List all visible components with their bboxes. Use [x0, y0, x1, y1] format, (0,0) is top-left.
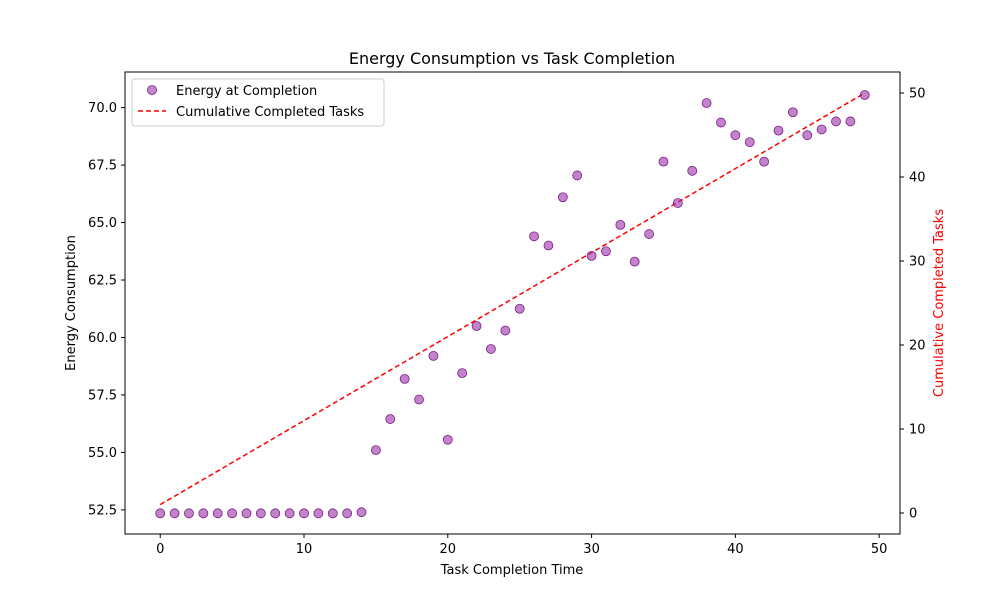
legend: Energy at Completion Cumulative Complete…	[131, 78, 385, 127]
y-left-tick-label: 65.0	[88, 216, 117, 231]
scatter-point	[184, 508, 194, 519]
x-tick-label: 20	[440, 542, 457, 557]
scatter-point	[399, 373, 410, 384]
scatter-point	[543, 240, 554, 251]
scatter-point	[701, 98, 712, 108]
cumulative-tasks-line-series	[159, 92, 866, 506]
scatter-point	[644, 229, 654, 239]
legend-box	[131, 78, 385, 127]
scatter-point	[845, 116, 856, 127]
y-left-tick-label: 52.5	[88, 503, 117, 518]
scatter-point	[514, 303, 525, 314]
scatter-point	[385, 414, 396, 424]
scatter-point	[342, 508, 353, 519]
scatter-point	[284, 508, 295, 519]
y-right-tick-label: 0	[909, 507, 917, 522]
x-axis-ticks: 0 10 20 30 40 50	[156, 534, 887, 557]
x-tick-label: 10	[296, 542, 313, 557]
scatter-point	[227, 508, 238, 519]
scatter-point	[327, 508, 338, 519]
scatter-point	[816, 124, 827, 135]
x-axis-title: Task Completion Time	[440, 563, 584, 578]
y-axis-right-ticks: 0 10 20 30 40 50	[900, 87, 926, 522]
scatter-point	[586, 250, 597, 261]
x-tick-label: 40	[727, 542, 744, 557]
scatter-point	[572, 170, 583, 181]
scatter-point	[313, 508, 324, 519]
scatter-point	[169, 508, 180, 519]
x-tick-label: 30	[583, 542, 600, 557]
scatter-point	[601, 246, 611, 257]
scatter-point	[356, 507, 367, 518]
scatter-point	[716, 117, 726, 128]
cumulative-tasks-line	[159, 92, 866, 506]
y-right-tick-label: 10	[909, 423, 926, 438]
scatter-point	[730, 130, 741, 141]
y-left-tick-label: 57.5	[88, 388, 117, 403]
scatter-point	[299, 508, 309, 519]
energy-scatter-series	[155, 90, 870, 519]
y-right-tick-label: 50	[909, 87, 926, 102]
scatter-point	[500, 325, 511, 336]
scatter-point	[557, 192, 568, 203]
y-left-tick-label: 62.5	[88, 274, 117, 289]
scatter-point	[428, 350, 439, 361]
scatter-point	[198, 508, 209, 519]
scatter-point	[255, 508, 266, 519]
scatter-point	[687, 165, 698, 176]
legend-label-cumulative: Cumulative Completed Tasks	[176, 105, 364, 120]
legend-label-energy: Energy at Completion	[176, 84, 317, 99]
y-left-tick-label: 60.0	[88, 331, 117, 346]
scatter-point	[371, 445, 381, 456]
scatter-point	[672, 198, 683, 208]
chart-title: Energy Consumption vs Task Completion	[349, 49, 675, 68]
scatter-point	[629, 256, 640, 267]
scatter-point	[658, 156, 669, 167]
scatter-point	[471, 321, 482, 331]
scatter-point	[759, 156, 770, 167]
y-left-tick-label: 67.5	[88, 159, 117, 174]
y-axis-left-ticks: 52.5 55.0 57.5 60.0 62.5 65.0 67.5 70.0	[88, 101, 125, 518]
y-axis-right-title: Cumulative Completed Tasks	[932, 209, 947, 397]
scatter-point	[442, 434, 453, 445]
plot-area	[124, 71, 901, 535]
legend-marker-energy	[147, 85, 157, 95]
scatter-point	[773, 125, 784, 136]
scatter-point	[155, 508, 166, 519]
scatter-point	[414, 394, 424, 405]
y-left-tick-label: 70.0	[88, 101, 117, 116]
scatter-point	[787, 107, 798, 118]
scatter-point	[241, 508, 252, 519]
scatter-point	[802, 130, 813, 141]
scatter-point	[859, 90, 870, 100]
y-axis-left-title: Energy Consumption	[64, 235, 79, 371]
scatter-point	[615, 219, 626, 230]
y-right-tick-label: 30	[909, 255, 926, 270]
x-tick-label: 50	[871, 542, 888, 557]
x-tick-label: 0	[156, 542, 164, 557]
scatter-point	[831, 116, 841, 127]
scatter-point	[212, 508, 223, 519]
scatter-point	[486, 344, 496, 354]
scatter-point	[270, 508, 281, 519]
y-left-tick-label: 55.0	[88, 446, 117, 461]
y-right-tick-label: 40	[909, 171, 926, 186]
scatter-point	[744, 137, 755, 148]
y-right-tick-label: 20	[909, 339, 926, 354]
scatter-point	[529, 231, 539, 242]
scatter-point	[457, 368, 468, 379]
